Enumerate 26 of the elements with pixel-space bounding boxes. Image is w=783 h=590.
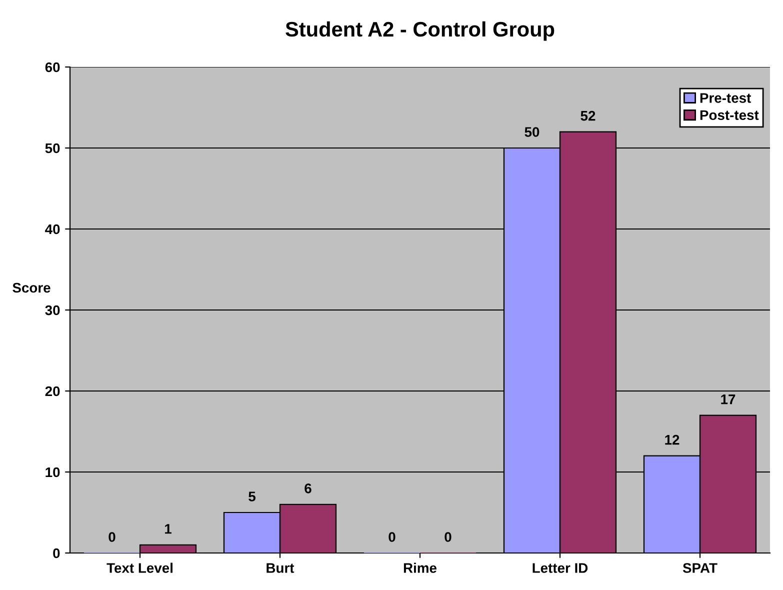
y-tick-label: 0 <box>53 548 60 558</box>
data-label: 5 <box>248 492 256 502</box>
data-label: 0 <box>388 532 396 542</box>
y-tick-label: 50 <box>45 143 60 154</box>
y-tick-label: 30 <box>45 305 60 316</box>
legend-label: Pre-test <box>700 93 752 103</box>
data-label: 0 <box>108 532 116 542</box>
y-tick-label: 20 <box>45 386 60 396</box>
chart-title: Student A2 - Control Group <box>286 21 554 41</box>
x-tick-label: Letter ID <box>532 563 588 573</box>
data-label: 50 <box>524 127 540 137</box>
data-label: 17 <box>721 394 736 404</box>
data-label: 12 <box>665 434 680 445</box>
y-tick-label: 60 <box>45 62 60 72</box>
y-tick-label: 40 <box>45 224 60 234</box>
y-axis-title: Score <box>12 282 50 293</box>
x-tick-label: Burt <box>266 563 294 573</box>
x-tick-label: Text Level <box>106 562 172 573</box>
x-tick-label: SPAT <box>682 563 718 573</box>
data-label: 52 <box>580 110 596 121</box>
data-label: 6 <box>304 483 312 494</box>
data-label: 1 <box>165 524 172 534</box>
y-tick-label: 10 <box>46 467 60 478</box>
data-label: 0 <box>444 532 452 542</box>
x-tick-label: Rime <box>404 562 437 573</box>
legend-label: Post-test <box>700 110 759 120</box>
